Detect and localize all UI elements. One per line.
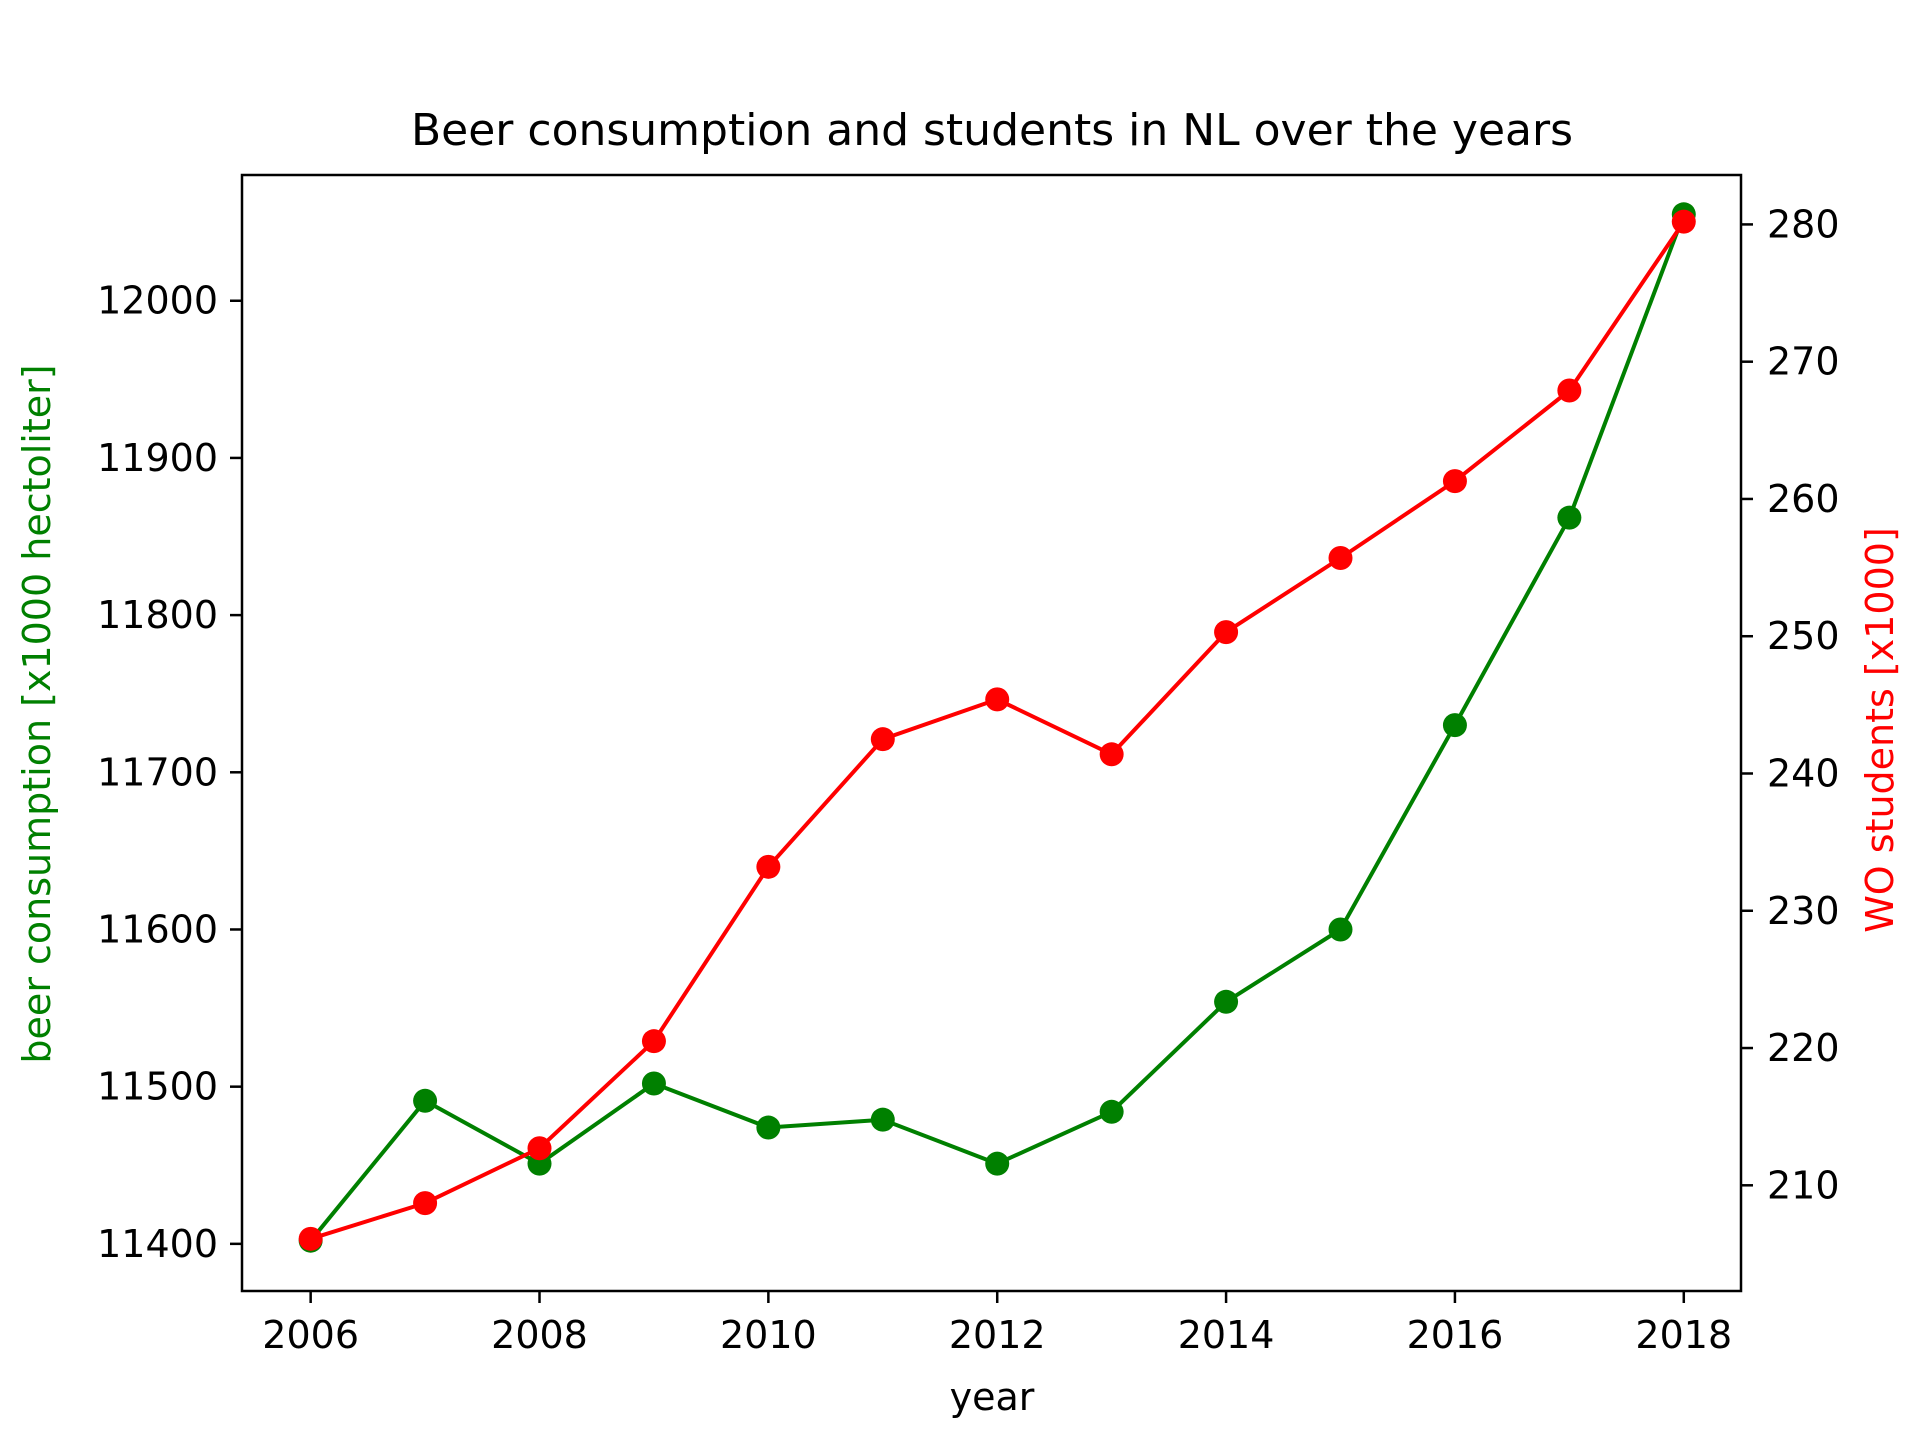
data-point-left bbox=[756, 1115, 781, 1140]
data-point-right bbox=[985, 687, 1010, 712]
data-point-left bbox=[1442, 713, 1467, 738]
y-left-tick-label: 11800 bbox=[97, 593, 218, 637]
x-axis-ticks: 2006 2008 2010 2012 2014 2016 2018 bbox=[262, 1291, 1732, 1357]
y-right-tick-label: 240 bbox=[1767, 751, 1840, 795]
y-left-tick-label: 11700 bbox=[97, 750, 218, 794]
y-left-tick-label: 11600 bbox=[97, 907, 218, 951]
data-point-right bbox=[1442, 469, 1467, 494]
data-point-right bbox=[1099, 742, 1124, 767]
series-left-axis bbox=[298, 202, 1696, 1253]
y-left-tick-label: 11400 bbox=[97, 1222, 218, 1266]
y-axis-right-ticks: 210 220 230 240 250 260 270 280 bbox=[1741, 202, 1840, 1207]
data-point-right bbox=[527, 1136, 552, 1161]
x-tick-label: 2010 bbox=[720, 1313, 817, 1357]
data-point-left bbox=[413, 1088, 438, 1113]
data-point-right bbox=[1557, 378, 1582, 403]
data-point-left bbox=[1557, 505, 1582, 530]
x-tick-label: 2018 bbox=[1635, 1313, 1732, 1357]
y-right-tick-label: 230 bbox=[1767, 889, 1840, 933]
data-point-right bbox=[298, 1226, 323, 1251]
data-point-right bbox=[1214, 620, 1239, 645]
y-axis-left-label: beer consumption [x1000 hectoliter] bbox=[15, 364, 59, 1063]
x-tick-label: 2014 bbox=[1178, 1313, 1275, 1357]
data-point-right bbox=[756, 854, 781, 879]
y-axis-right-label: WO students [x1000] bbox=[1858, 527, 1902, 933]
y-left-tick-label: 12000 bbox=[97, 279, 218, 323]
data-point-left bbox=[1214, 989, 1239, 1014]
data-point-left bbox=[870, 1107, 895, 1132]
data-point-left bbox=[1099, 1099, 1124, 1124]
y-left-tick-label: 11900 bbox=[97, 436, 218, 480]
y-axis-left-ticks: 11400 11500 11600 11700 11800 11900 12000 bbox=[97, 279, 242, 1266]
y-right-tick-label: 250 bbox=[1767, 614, 1840, 658]
x-axis-label: year bbox=[950, 1375, 1035, 1419]
data-point-right bbox=[413, 1191, 438, 1216]
data-point-right bbox=[870, 727, 895, 752]
y-right-tick-label: 280 bbox=[1767, 202, 1840, 246]
series-right-axis bbox=[298, 209, 1696, 1251]
data-point-right bbox=[1328, 545, 1353, 570]
series-layer bbox=[298, 202, 1696, 1253]
x-tick-label: 2006 bbox=[262, 1313, 359, 1357]
data-point-left bbox=[985, 1151, 1010, 1176]
y-right-tick-label: 210 bbox=[1767, 1163, 1840, 1207]
data-point-left bbox=[641, 1071, 666, 1096]
y-left-tick-label: 11500 bbox=[97, 1065, 218, 1109]
y-right-tick-label: 220 bbox=[1767, 1026, 1840, 1070]
y-right-tick-label: 260 bbox=[1767, 477, 1840, 521]
x-tick-label: 2016 bbox=[1407, 1313, 1504, 1357]
chart-title: Beer consumption and students in NL over… bbox=[411, 105, 1573, 156]
data-point-left bbox=[1328, 917, 1353, 942]
plot-frame bbox=[240, 173, 1743, 1293]
x-tick-label: 2012 bbox=[949, 1313, 1046, 1357]
data-point-right bbox=[641, 1029, 666, 1054]
y-right-tick-label: 270 bbox=[1767, 340, 1840, 384]
x-tick-label: 2008 bbox=[491, 1313, 588, 1357]
data-point-right bbox=[1671, 209, 1696, 234]
